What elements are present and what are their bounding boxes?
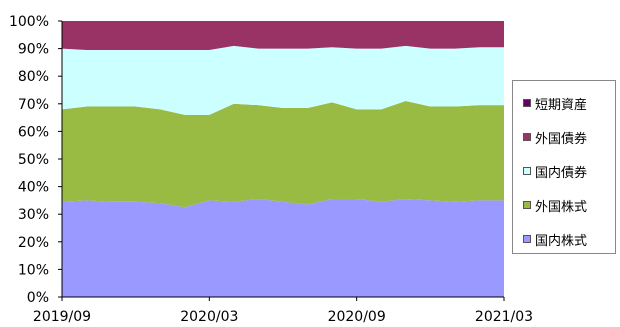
y-tick-label: 50% <box>18 152 49 168</box>
legend-item: 国内株式 <box>523 229 587 249</box>
legend-item: 短期資産 <box>523 93 587 113</box>
y-tick-label: 30% <box>18 207 49 223</box>
chart-legend: 短期資産外国債券国内債券外国株式国内株式 <box>512 80 616 254</box>
y-tick-label: 70% <box>18 97 49 113</box>
y-tick-label: 10% <box>18 262 49 278</box>
area-series-0 <box>62 199 504 297</box>
x-tick-labels: 2019/09 2020/03 2020/09 2021/03 <box>33 309 533 325</box>
x-tick-label: 2021/03 <box>475 309 533 325</box>
y-tick-label: 0% <box>27 290 49 306</box>
y-tick-label: 90% <box>18 42 49 58</box>
area-series-2 <box>62 45 504 115</box>
area-series-group <box>62 21 504 297</box>
y-tick-label: 60% <box>18 124 49 140</box>
x-tick-label: 2019/09 <box>33 309 91 325</box>
y-tick-label: 20% <box>18 235 49 251</box>
legend-swatch <box>523 201 531 209</box>
legend-swatch <box>523 99 531 107</box>
area-series-3 <box>62 21 504 50</box>
axes-group <box>58 20 505 301</box>
y-tick-label: 40% <box>18 180 49 196</box>
legend-label: 国内株式 <box>535 233 588 249</box>
legend-swatch <box>523 235 531 243</box>
legend-swatch <box>523 133 531 141</box>
y-tick-labels: 0% 10% 20% 30% 40% 50% 60% 70% 80% 90% 100% <box>9 14 49 306</box>
x-tick-label: 2020/03 <box>180 309 238 325</box>
x-tick-label: 2020/09 <box>328 309 386 325</box>
legend-item: 外国債券 <box>523 127 587 147</box>
legend-swatch <box>523 167 531 175</box>
legend-label: 短期資産 <box>535 97 588 113</box>
legend-item: 国内債券 <box>523 161 587 181</box>
legend-item: 外国株式 <box>523 195 587 215</box>
legend-label: 外国株式 <box>535 199 588 215</box>
y-tick-label: 80% <box>18 69 49 85</box>
area-series-1 <box>62 101 504 208</box>
legend-label: 国内債券 <box>535 165 588 181</box>
y-tick-label: 100% <box>9 14 49 30</box>
legend-label: 外国債券 <box>535 131 588 147</box>
